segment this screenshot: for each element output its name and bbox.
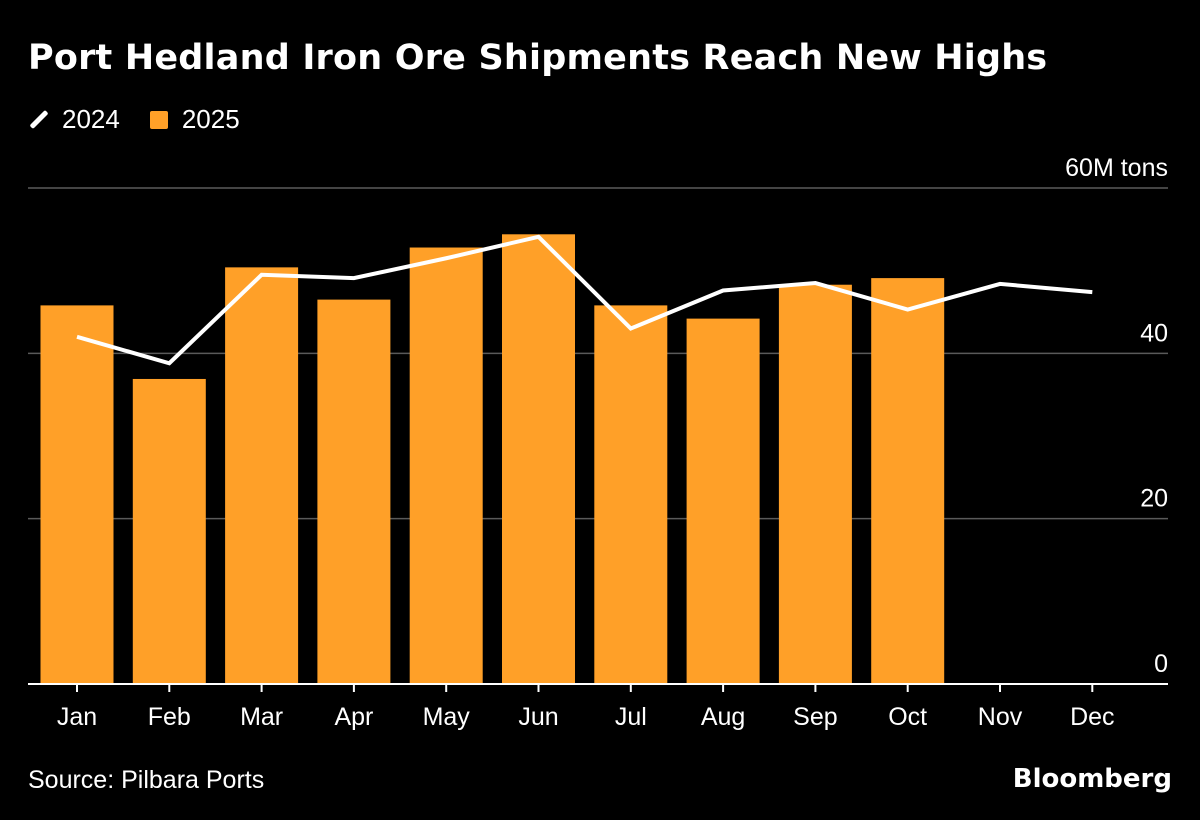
x-tick-label: Jun [518, 703, 558, 731]
x-tick-label: Oct [888, 703, 927, 731]
x-tick-label: Mar [240, 703, 283, 731]
x-tick-label: May [423, 703, 471, 731]
bar-mar [225, 267, 299, 684]
x-tick-label: Sep [793, 703, 837, 731]
x-tick-label: Jul [615, 703, 647, 731]
legend-label-2025: 2025 [181, 104, 240, 134]
y-tick-label: 60M tons [1065, 154, 1168, 182]
bar-oct [871, 278, 945, 684]
bar-jan [40, 305, 114, 684]
chart-title: Port Hedland Iron Ore Shipments Reach Ne… [28, 38, 1048, 78]
bar-jul [594, 305, 668, 684]
x-tick-label: Jan [57, 703, 97, 731]
brand-logo-text: Bloomberg [1012, 764, 1172, 794]
x-tick-label: Aug [701, 703, 745, 731]
bar-apr [317, 299, 391, 684]
source-note: Source: Pilbara Ports [28, 766, 265, 794]
series-line-2024 [76, 234, 1093, 366]
x-tick-label: Dec [1070, 703, 1114, 731]
bar-may [409, 247, 483, 684]
bar-jun [502, 234, 575, 684]
legend: 2024 2025 [28, 104, 270, 135]
y-tick-label: 0 [1154, 650, 1168, 678]
bar-aug [686, 318, 760, 684]
legend-bar-swatch [149, 110, 168, 129]
bar-sep [778, 284, 852, 684]
legend-label-2024: 2024 [62, 104, 120, 134]
x-tick-label: Apr [334, 703, 373, 731]
bar-feb [132, 378, 206, 684]
x-tick-label: Nov [978, 703, 1023, 731]
legend-item-2025: 2025 [149, 104, 240, 135]
y-tick-label: 40 [1140, 319, 1168, 347]
legend-item-2024: 2024 [28, 104, 120, 135]
x-tick-label: Feb [148, 703, 191, 731]
y-tick-label: 20 [1140, 485, 1168, 513]
